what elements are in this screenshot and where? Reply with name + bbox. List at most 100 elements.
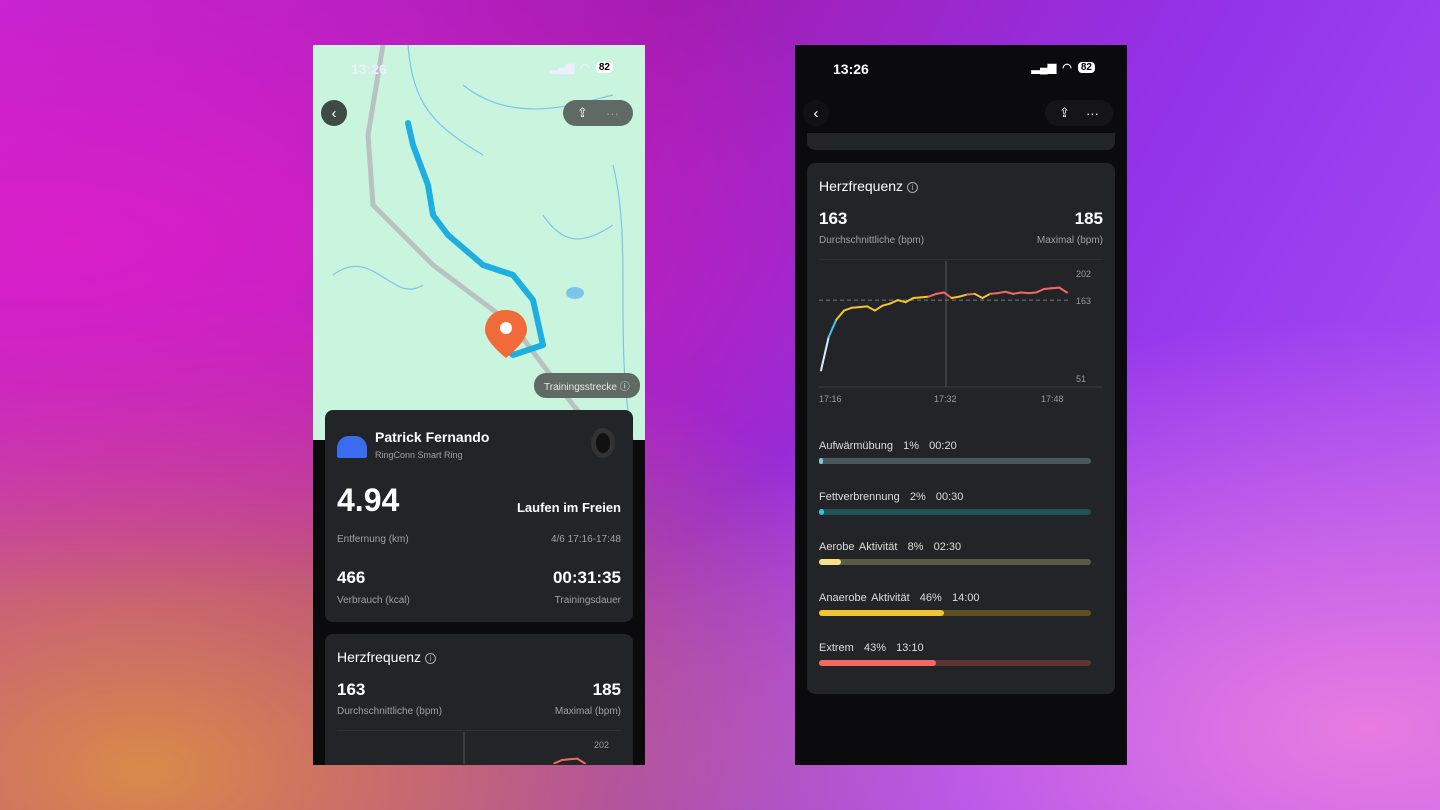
zone-progress-fill (819, 559, 841, 565)
zone-row: Aufwärmübung 1% 00:20 (819, 440, 1091, 464)
hr-line-segment (1027, 291, 1038, 295)
zone-progress-fill (819, 660, 936, 666)
hr-line-segment (958, 293, 969, 298)
zone-progress-bar (819, 508, 1091, 515)
hr-line-segment (1058, 286, 1068, 294)
hr-line-segment (989, 292, 999, 295)
more-icon[interactable]: ··· (605, 105, 619, 121)
distance-value: 4.94 (337, 482, 400, 518)
hr-line-segment (560, 758, 571, 761)
hr-line-segment (996, 290, 1007, 295)
x-tick-label: 17:48 (1041, 394, 1064, 404)
x-tick-label: 17:16 (819, 394, 842, 404)
hr-line-segment (904, 297, 915, 304)
hr-line-segment (943, 291, 953, 300)
zone-progress-bar (819, 559, 1091, 565)
signal-icon: ▂▄▆ (549, 62, 575, 74)
user-name: Patrick Fernando (375, 429, 490, 445)
hr-max: 185 (592, 680, 621, 699)
y-tick-label: 202 (594, 740, 609, 750)
zone-progress-fill (819, 508, 825, 515)
hr-line-segment (927, 292, 938, 298)
zone-label: Aerobe Aktivität 8% 02:30 (819, 541, 962, 553)
workout-date: 4/6 17:16-17:48 (550, 534, 621, 545)
previous-card-edge (807, 133, 1115, 150)
hr-line-segment (835, 309, 846, 321)
hr-line-segment (966, 292, 976, 296)
hr-line-segment (568, 757, 579, 761)
hr-avg: 163 (819, 209, 848, 228)
zone-row: Anaerobe Aktivität 46% 14:00 (819, 592, 1091, 616)
avatar (337, 436, 367, 458)
signal-icon: ▂▄▆ (1031, 62, 1057, 74)
zone-progress-fill (819, 609, 945, 616)
zone-progress-bar (819, 458, 1091, 464)
hr-line-segment (1035, 287, 1045, 294)
status-time: 13:26 (351, 61, 387, 77)
route-chip[interactable]: Trainingsstrecke ⓘ (534, 373, 640, 398)
hr-line-segment (827, 318, 838, 338)
chevron-left-icon: ‹ (813, 104, 819, 122)
status-time: 13:26 (833, 61, 869, 77)
zone-row: Extrem 43% 13:10 (819, 642, 1091, 666)
hr-line-segment (919, 295, 930, 299)
y-tick-label: 51 (1076, 374, 1086, 384)
hr-line-segment (912, 296, 922, 300)
hr-max: 185 (1074, 209, 1103, 228)
phone-right: 13:26 ▂▄▆ ◠ 82 ‹ ⇪ ··· Herzfrequenz i 163 18… (795, 45, 1127, 765)
summary-card: Patrick Fernando RingConn Smart Ring 4.9… (325, 410, 633, 622)
ring-icon (591, 428, 615, 458)
calories-value: 466 (337, 568, 366, 587)
heart-rate-card: Herzfrequenz i 163 185 Durchschnittliche … (807, 163, 1115, 694)
hr-line-segment (1042, 287, 1053, 290)
hr-line-segment (881, 302, 892, 307)
hr-title: Herzfrequenz i (819, 178, 919, 194)
heart-rate-chart[interactable]: 202 (337, 730, 621, 764)
hr-line-segment (858, 305, 869, 309)
battery-icon: 82 (595, 62, 613, 73)
zone-row: Aerobe Aktivität 8% 02:30 (819, 541, 1091, 565)
battery-icon: 82 (1077, 62, 1095, 73)
status-bar: 13:26 ▂▄▆ ◠ 82 (313, 59, 645, 79)
hr-line-segment (1004, 290, 1015, 295)
status-bar: 13:26 ▂▄▆ ◠ 82 (795, 59, 1127, 79)
zone-label: Anaerobe Aktivität 46% 14:00 (819, 591, 980, 604)
hr-line-segment (873, 304, 884, 312)
hr-line-segment (1012, 291, 1022, 295)
hr-line-segment (866, 305, 876, 312)
zone-progress-bar (819, 609, 1091, 616)
hr-line-segment (889, 299, 899, 305)
distance-label: Entfernung (km) (337, 534, 409, 545)
map-actions: ⇪ ··· (563, 100, 633, 126)
chevron-left-icon: ‹ (331, 104, 337, 122)
hr-title: Herzfrequenz i (337, 649, 437, 665)
zone-label: Fettverbrennung 2% 00:30 (819, 490, 964, 503)
hr-avg: 163 (337, 680, 366, 699)
hr-line-segment (935, 291, 945, 295)
share-icon[interactable]: ⇪ (1059, 105, 1070, 120)
info-icon[interactable]: i (425, 653, 437, 664)
hr-line-segment (843, 306, 853, 312)
y-tick-label: 202 (1076, 269, 1091, 279)
hr-line-segment (576, 757, 586, 764)
heart-rate-chart[interactable]: 202 163 51 17:16 17:32 17:48 (819, 259, 1103, 409)
hr-line-segment (1050, 286, 1061, 290)
back-button[interactable]: ‹ (321, 100, 347, 126)
info-icon[interactable]: i (907, 182, 919, 193)
wifi-icon: ◠ (580, 62, 590, 74)
more-icon[interactable]: ··· (1085, 105, 1099, 121)
back-button[interactable]: ‹ (803, 100, 829, 126)
hr-line-segment (1019, 291, 1030, 295)
share-icon[interactable]: ⇪ (577, 105, 588, 120)
duration-label: Trainingsdauer (554, 595, 621, 606)
hr-line-segment (981, 292, 992, 300)
hr-line-segment (973, 292, 984, 300)
zone-row: Fettverbrennung 2% 00:30 (819, 491, 1091, 515)
hr-line-segment (950, 295, 961, 300)
duration-value: 00:31:35 (552, 568, 621, 587)
zone-label: Extrem 43% 13:10 (819, 642, 924, 654)
x-tick-label: 17:32 (934, 394, 957, 404)
phone-left: 13:26 ▂▄▆ ◠ 82 ‹ ⇪ ··· Trainingsstrecke ⓘ P… (313, 45, 645, 765)
calories-label: Verbrauch (kcal) (337, 595, 410, 606)
actions: ⇪ ··· (1045, 100, 1113, 126)
